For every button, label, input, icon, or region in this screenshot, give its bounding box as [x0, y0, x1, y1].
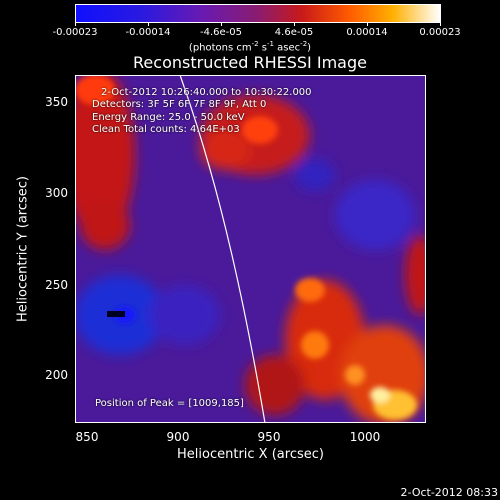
colorbar-tick-label: -0.00014 — [125, 27, 171, 38]
colorbar-tickmark — [294, 22, 295, 26]
clean-total-counts: Clean Total counts: 4.64E+03 — [92, 124, 240, 135]
detectors-label: Detectors: 3F 5F 6F 7F 8F 9F, Att 0 — [92, 99, 267, 110]
x-tick-label: 1000 — [349, 430, 381, 444]
x-tick-label: 850 — [75, 430, 99, 444]
colorbar-tick-label: -4.6e-05 — [200, 27, 242, 38]
rhessi-image — [75, 75, 426, 423]
time-range: 2-Oct-2012 10:26:40.000 to 10:30:22.000 — [101, 87, 312, 98]
colorbar-tick-label: 0.00014 — [346, 27, 388, 38]
y-tick-label: 200 — [45, 368, 68, 382]
y-tick-label: 350 — [45, 95, 68, 109]
y-tick-label: 300 — [45, 186, 68, 200]
colorbar-tickmark — [367, 22, 368, 26]
peak-position: Position of Peak = [1009,185] — [95, 398, 244, 409]
x-axis-label: Heliocentric X (arcsec) — [177, 447, 324, 462]
y-tick-label: 250 — [45, 278, 68, 292]
timestamp: 2-Oct-2012 08:33 — [400, 486, 498, 499]
colorbar-tickmark — [75, 22, 76, 26]
colorbar — [75, 4, 441, 23]
colorbar-tick-label: 4.6e-05 — [274, 27, 314, 38]
plot-title: Reconstructed RHESSI Image — [133, 53, 367, 72]
colorbar-units: (photons cm-2 s-1 asec-2) — [188, 40, 312, 54]
min-marker — [107, 311, 125, 317]
x-tick-label: 950 — [257, 430, 281, 444]
colorbar-tickmark — [440, 22, 441, 26]
plot-frame — [75, 75, 426, 423]
colorbar-tickmark — [148, 22, 149, 26]
solar-limb — [179, 75, 266, 423]
colorbar-tick-label: 0.00023 — [419, 27, 461, 38]
x-tick-label: 900 — [166, 430, 190, 444]
colorbar-tickmark — [221, 22, 222, 26]
colorbar-tick-label: -0.00023 — [52, 27, 98, 38]
y-axis-label: Heliocentric Y (arcsec) — [15, 176, 31, 322]
energy-range: Energy Range: 25.0 - 50.0 keV — [92, 112, 245, 123]
